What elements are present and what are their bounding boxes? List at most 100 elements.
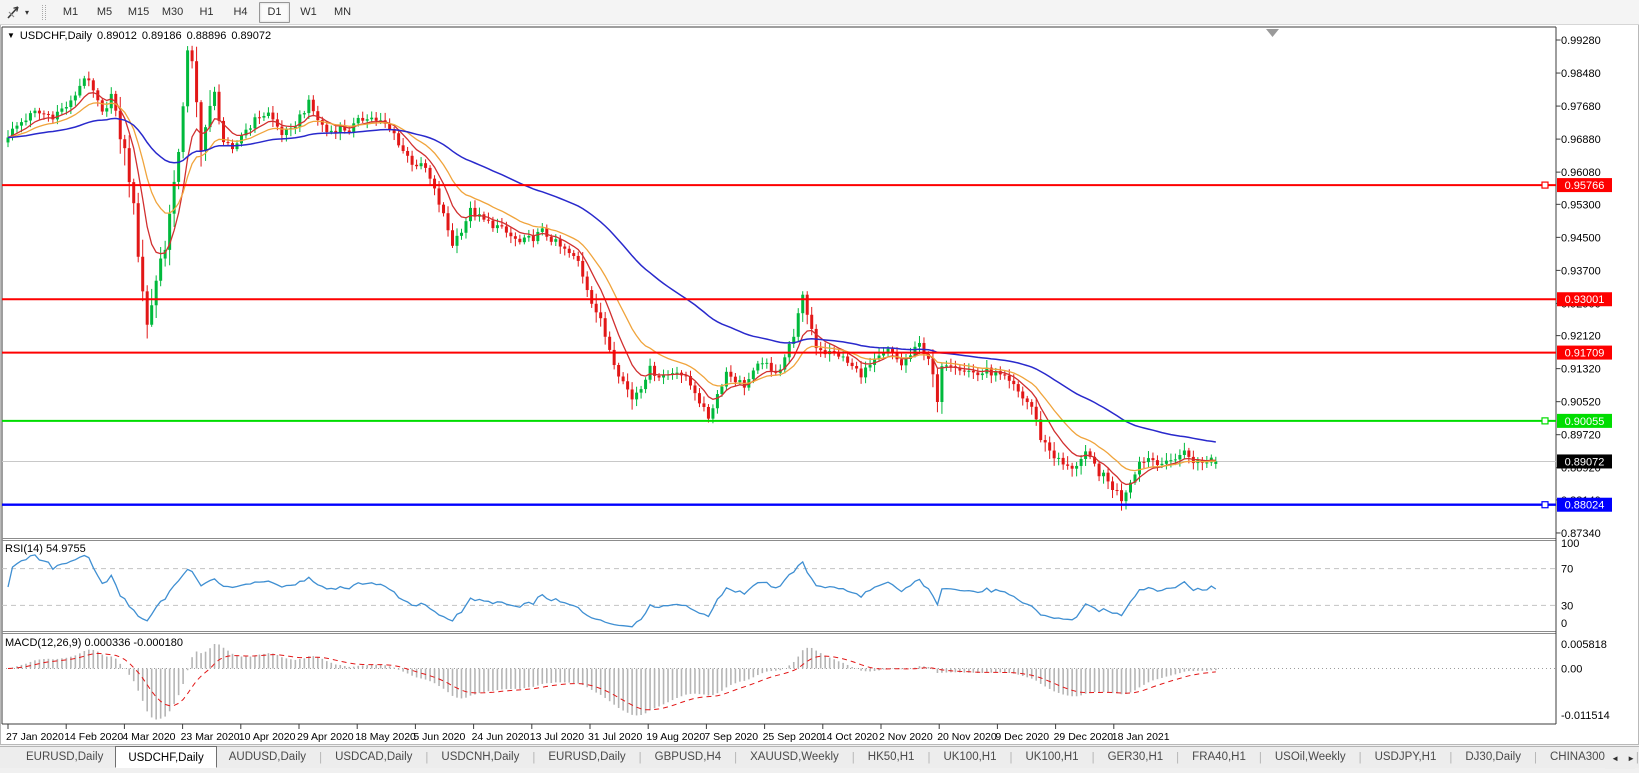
- svg-text:0.005818: 0.005818: [1561, 639, 1607, 651]
- tab-separator: |: [319, 751, 323, 764]
- svg-text:18 May 2020: 18 May 2020: [355, 731, 416, 743]
- svg-text:-0.011514: -0.011514: [1561, 710, 1610, 722]
- svg-text:14 Feb 2020: 14 Feb 2020: [64, 731, 123, 743]
- svg-text:0.93001: 0.93001: [1565, 294, 1605, 306]
- svg-text:100: 100: [1561, 538, 1579, 550]
- tab-separator: |: [1176, 751, 1180, 764]
- svg-text:0.87340: 0.87340: [1561, 528, 1601, 540]
- chart-tab-eurusd-daily[interactable]: EURUSD,Daily: [26, 750, 104, 763]
- chart-tab-uk100-h1[interactable]: UK100,H1: [1025, 750, 1079, 763]
- chart-tab-dj30-daily[interactable]: DJ30,Daily: [1465, 750, 1521, 763]
- tab-separator: |: [1358, 751, 1362, 764]
- chevron-down-icon[interactable]: ▾: [25, 7, 30, 17]
- svg-text:0.90055: 0.90055: [1565, 416, 1605, 428]
- chart-tab-usdjpy-h1[interactable]: USDJPY,H1: [1374, 750, 1437, 763]
- svg-text:0.93700: 0.93700: [1561, 265, 1601, 277]
- chart-tab-usdcad-daily[interactable]: USDCAD,Daily: [335, 750, 413, 763]
- svg-text:23 Mar 2020: 23 Mar 2020: [181, 731, 240, 743]
- svg-text:4 Mar 2020: 4 Mar 2020: [122, 731, 175, 743]
- svg-text:24 Jun 2020: 24 Jun 2020: [472, 731, 530, 743]
- timeframe-button-mn[interactable]: MN: [333, 5, 352, 18]
- tab-separator: |: [1449, 751, 1453, 764]
- svg-text:20 Nov 2020: 20 Nov 2020: [937, 731, 997, 743]
- tab-separator: |: [927, 751, 931, 764]
- svg-text:14 Oct 2020: 14 Oct 2020: [821, 731, 878, 743]
- timeframe-button-m1[interactable]: M1: [62, 5, 79, 18]
- tab-separator: |: [734, 751, 738, 764]
- tab-separator: |: [851, 751, 855, 764]
- svg-text:0.98480: 0.98480: [1561, 68, 1601, 80]
- tab-separator: |: [1258, 751, 1262, 764]
- timeframe-button-m15[interactable]: M15: [127, 5, 150, 18]
- svg-text:0.90520: 0.90520: [1561, 397, 1601, 409]
- svg-text:5 Jun 2020: 5 Jun 2020: [413, 731, 465, 743]
- chart-ohlc-title[interactable]: ▼ USDCHF,Daily 0.89012 0.89186 0.88896 0.8907…: [7, 30, 271, 42]
- svg-text:0.96880: 0.96880: [1561, 134, 1601, 146]
- timeframe-button-h4[interactable]: H4: [233, 5, 248, 18]
- tab-separator: |: [1533, 751, 1537, 764]
- timeframe-button-m30[interactable]: M30: [161, 5, 184, 18]
- chart-tab-ger30-h1[interactable]: GER30,H1: [1107, 750, 1164, 763]
- chart-tab-usoil-weekly[interactable]: USOil,Weekly: [1274, 750, 1346, 763]
- crosshair-pointer-icon[interactable]: ▾: [3, 2, 32, 22]
- tab-separator: |: [638, 751, 642, 764]
- svg-text:0.89072: 0.89072: [1565, 456, 1605, 468]
- svg-text:0.95766: 0.95766: [1565, 180, 1605, 192]
- timeframe-button-m5[interactable]: M5: [96, 5, 113, 18]
- svg-text:0.96080: 0.96080: [1561, 167, 1601, 179]
- toolbar-grip: [42, 4, 47, 20]
- svg-text:27 Jan 2020: 27 Jan 2020: [6, 731, 64, 743]
- svg-text:18 Jan 2021: 18 Jan 2021: [1112, 731, 1170, 743]
- svg-text:0.89720: 0.89720: [1561, 430, 1601, 442]
- chart-tab-xauusd-weekly[interactable]: XAUUSD,Weekly: [750, 750, 839, 763]
- svg-text:0.91320: 0.91320: [1561, 364, 1601, 376]
- chart-tab-fra40-h1[interactable]: FRA40,H1: [1192, 750, 1246, 763]
- tab-scroll-controls: ◄ ►: [1605, 747, 1635, 769]
- svg-text:9 Dec 2020: 9 Dec 2020: [995, 731, 1049, 743]
- svg-text:0.97680: 0.97680: [1561, 101, 1601, 113]
- svg-text:31 Jul 2020: 31 Jul 2020: [588, 731, 642, 743]
- macd-indicator-label: MACD(12,26,9) 0.000336 -0.000180: [5, 637, 183, 649]
- svg-text:7 Sep 2020: 7 Sep 2020: [704, 731, 758, 743]
- svg-text:29 Dec 2020: 29 Dec 2020: [1054, 731, 1114, 743]
- chart-tab-uk100-h1[interactable]: UK100,H1: [943, 750, 997, 763]
- chart-tab-eurusd-daily[interactable]: EURUSD,Daily: [548, 750, 626, 763]
- svg-text:0.95300: 0.95300: [1561, 199, 1601, 211]
- rsi-indicator-label: RSI(14) 54.9755: [5, 543, 86, 555]
- svg-text:30: 30: [1561, 600, 1573, 612]
- svg-text:2 Nov 2020: 2 Nov 2020: [879, 731, 933, 743]
- tab-separator: |: [1091, 751, 1095, 764]
- chart-tab-gbpusd-h4[interactable]: GBPUSD,H4: [654, 750, 722, 763]
- svg-text:0.91709: 0.91709: [1565, 348, 1605, 360]
- chart-tab-bar: EURUSD,Daily USDCHF,Daily AUDUSD,Daily | USD…: [0, 745, 1639, 769]
- high-value: 0.89186: [141, 30, 182, 42]
- tab-separator: |: [532, 751, 536, 764]
- chart-tab-china300-h1[interactable]: CHINA300,H1: [1549, 750, 1623, 763]
- svg-text:10 Apr 2020: 10 Apr 2020: [239, 731, 296, 743]
- svg-text:0.88024: 0.88024: [1565, 500, 1605, 512]
- svg-text:70: 70: [1561, 564, 1573, 576]
- chart-tab-hk50-h1[interactable]: HK50,H1: [867, 750, 915, 763]
- tab-separator: |: [425, 751, 429, 764]
- tab-scroll-left-icon[interactable]: ◄: [1611, 753, 1620, 763]
- svg-text:0.92120: 0.92120: [1561, 331, 1601, 343]
- chart-tab-audusd-daily[interactable]: AUDUSD,Daily: [228, 750, 307, 763]
- svg-text:25 Sep 2020: 25 Sep 2020: [763, 731, 823, 743]
- timeframe-button-d1[interactable]: D1: [259, 1, 291, 23]
- chart-tab-usdcnh-daily[interactable]: USDCNH,Daily: [441, 750, 520, 763]
- tab-scroll-right-icon[interactable]: ►: [1627, 753, 1635, 763]
- tab-separator: |: [1635, 751, 1639, 764]
- timeframe-button-h1[interactable]: H1: [199, 5, 214, 18]
- svg-text:29 Apr 2020: 29 Apr 2020: [297, 731, 354, 743]
- svg-text:0.99280: 0.99280: [1561, 35, 1601, 47]
- collapse-triangle-icon[interactable]: ▼: [7, 31, 15, 40]
- chart-tab-usdchf-daily[interactable]: USDCHF,Daily: [115, 745, 217, 768]
- chart-tools-group: ▾: [0, 2, 55, 22]
- low-value: 0.88896: [186, 30, 227, 42]
- crosshair-pointer-icon: [7, 6, 19, 19]
- toolbar: ▾ M1 M5 M15 M30 H1 H4 D1 W1 MN: [0, 0, 1639, 25]
- svg-text:0: 0: [1561, 618, 1567, 630]
- timeframe-button-w1[interactable]: W1: [300, 5, 317, 18]
- open-value: 0.89012: [97, 30, 137, 42]
